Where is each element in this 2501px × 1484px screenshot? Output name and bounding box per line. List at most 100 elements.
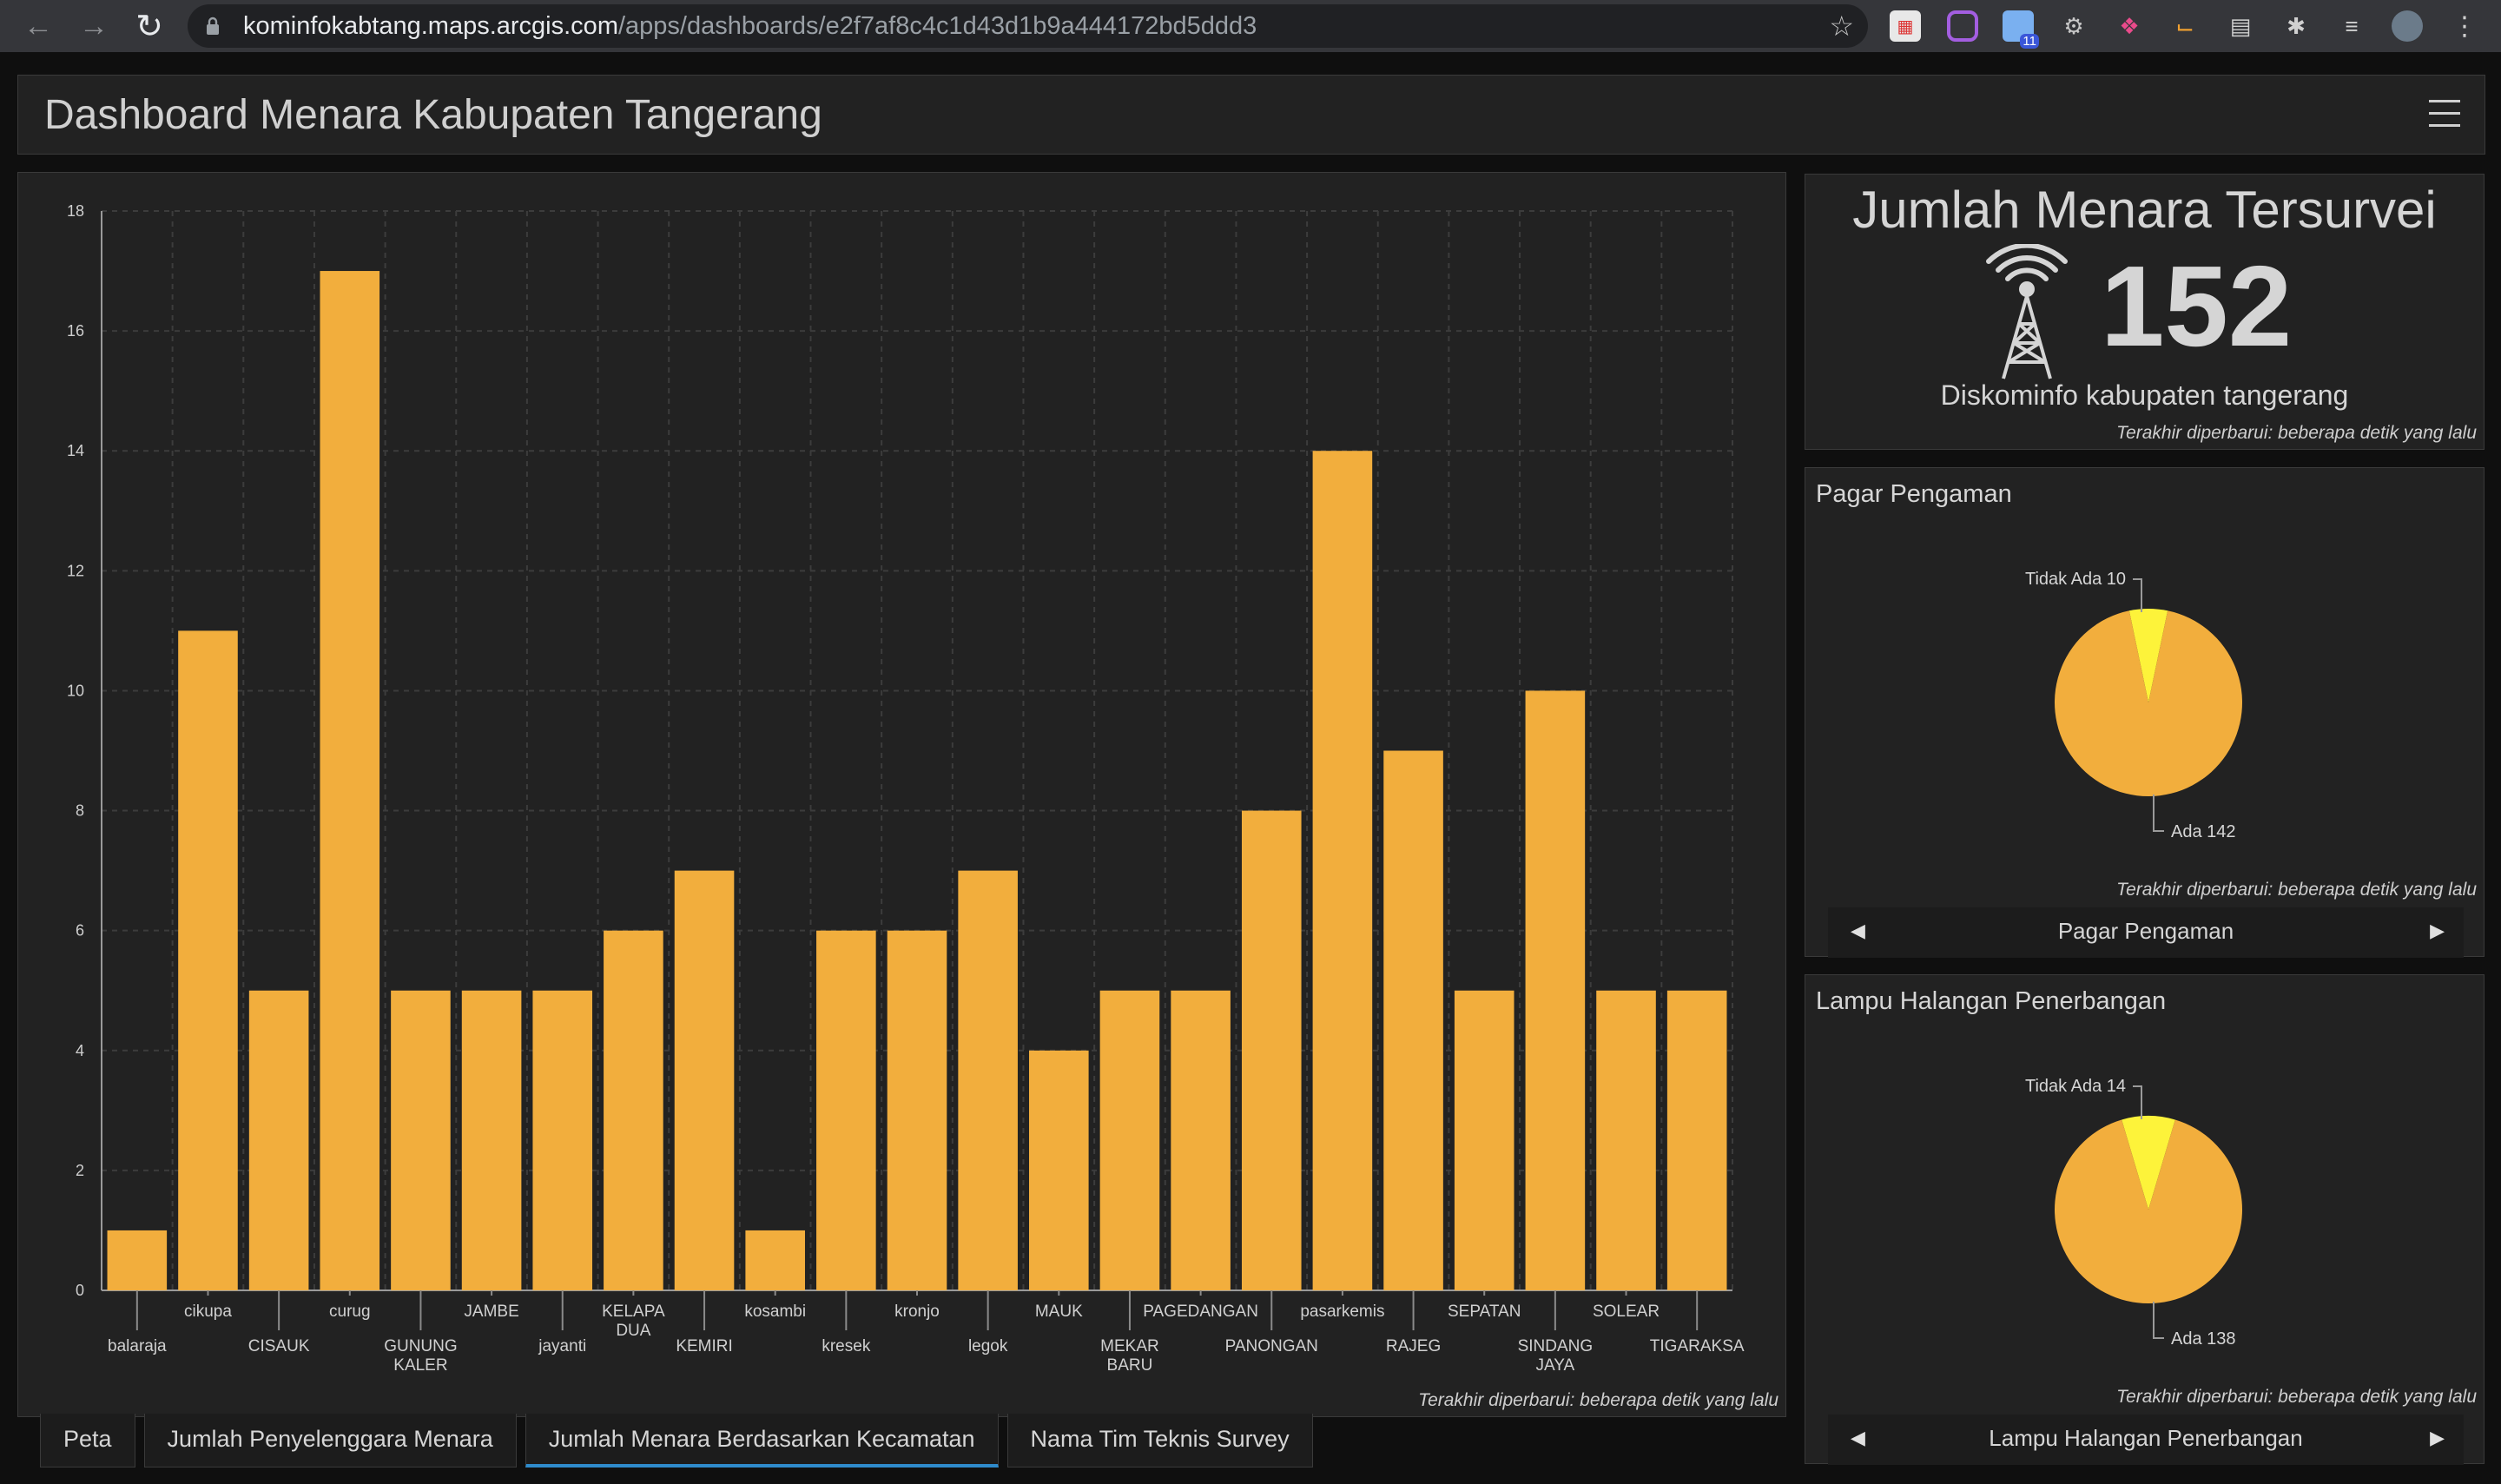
kebab-menu-icon[interactable]: ⋮ <box>2452 11 2478 41</box>
calendar-extension-icon[interactable]: ▦ <box>1890 10 1921 42</box>
pie-label-minor: Tidak Ada 14 <box>2025 1077 2126 1096</box>
next-arrow-icon[interactable]: ▶ <box>2430 920 2445 941</box>
leader-line <box>2133 578 2142 612</box>
bar <box>178 630 238 1290</box>
pie-slice <box>2128 609 2168 702</box>
extension-badge-count: 11 <box>2020 34 2039 49</box>
bar <box>958 870 1018 1290</box>
x-tick-label: MAUK <box>1035 1303 1083 1321</box>
x-tick-label: legok <box>968 1337 1008 1355</box>
address-bar[interactable]: kominfokabtang.maps.arcgis.com/apps/dash… <box>188 4 1868 48</box>
indicator-value: 152 <box>2101 242 2293 370</box>
x-tick-label: SEPATAN <box>1448 1303 1521 1321</box>
bar-chart-panel: 0 2 4 6 8 10 12 14 16 18 balaraja cikupa CISAUK curug… <box>17 172 1786 1417</box>
x-tick-label: KEMIRI <box>676 1337 732 1355</box>
indicator-subtitle: Diskominfo kabupaten tangerang <box>1940 379 2349 411</box>
next-arrow-icon[interactable]: ▶ <box>2430 1427 2445 1448</box>
x-tick-label: SINDANG JAYA <box>1518 1337 1594 1375</box>
x-tick-label: jayanti <box>538 1337 586 1355</box>
x-tick-label: MEKAR BARU <box>1100 1337 1159 1375</box>
media-control-icon[interactable]: ≡ <box>2345 12 2359 39</box>
y-tick-label: 6 <box>76 922 84 940</box>
ruler-extension-icon[interactable]: ⌙ <box>2175 12 2194 39</box>
bar <box>1666 990 1727 1290</box>
gear-extension-icon[interactable]: ⚙ <box>2063 12 2084 39</box>
x-tick-label: kosambi <box>744 1303 806 1321</box>
color-wheel-extension-icon[interactable]: ❖ <box>2119 12 2140 39</box>
tab-peta[interactable]: Peta <box>40 1414 135 1468</box>
x-tick-label: balaraja <box>108 1337 167 1355</box>
last-updated-note: Terakhir diperbarui: beberapa detik yang… <box>2116 880 2477 900</box>
tab-jumlah-menara-kecamatan[interactable]: Jumlah Menara Berdasarkan Kecamatan <box>525 1414 999 1468</box>
y-tick-label: 4 <box>76 1042 84 1059</box>
image-extension-icon[interactable]: ▤ <box>2229 12 2252 39</box>
pie-label-minor: Tidak Ada 10 <box>2025 570 2126 589</box>
pie-label-major: Ada 138 <box>2171 1329 2236 1349</box>
pie-slice <box>2055 1119 2242 1303</box>
x-tick-label: pasarkemis <box>1300 1303 1384 1321</box>
bookmark-star-icon[interactable]: ☆ <box>1829 10 1854 42</box>
x-tick-label: cikupa <box>184 1303 232 1321</box>
pie-navigator: ◀ Lampu Halangan Penerbangan ▶ <box>1828 1415 2464 1465</box>
bar <box>1383 750 1443 1290</box>
pie-panel-lampu-halangan: Lampu Halangan Penerbangan Tidak Ada 14 A… <box>1805 974 2485 1465</box>
bar <box>532 990 593 1290</box>
previous-arrow-icon[interactable]: ◀ <box>1851 920 1865 941</box>
leader-line <box>2153 795 2164 832</box>
ring-extension-icon[interactable] <box>1947 10 1978 42</box>
x-tick-label: TIGARAKSA <box>1650 1337 1745 1355</box>
tower-icon <box>1986 244 2068 379</box>
reload-icon[interactable]: ↻ <box>135 8 163 45</box>
pie-nav-label: Pagar Pengaman <box>2057 918 2234 944</box>
leader-line <box>2133 1085 2142 1119</box>
tab-nama-tim-teknis[interactable]: Nama Tim Teknis Survey <box>1006 1414 1313 1468</box>
bar <box>1312 451 1373 1290</box>
forward-icon[interactable]: → <box>79 9 109 43</box>
pie-title: Pagar Pengaman <box>1816 480 2012 508</box>
pie-title: Lampu Halangan Penerbangan <box>1816 987 2167 1015</box>
pie-slice <box>2122 1116 2175 1210</box>
page-title: Dashboard Menara Kabupaten Tangerang <box>44 92 822 138</box>
bar <box>1596 990 1656 1290</box>
bar <box>107 1230 168 1290</box>
back-icon[interactable]: ← <box>23 9 53 43</box>
hamburger-menu-icon[interactable] <box>2429 100 2460 128</box>
x-tick-label: curug <box>329 1303 371 1321</box>
extension-badge-icon[interactable]: 11 <box>2003 10 2039 49</box>
pie-label-major: Ada 142 <box>2171 822 2236 841</box>
x-tick-label: GUNUNG KALER <box>384 1337 457 1375</box>
bar <box>1099 990 1160 1290</box>
previous-arrow-icon[interactable]: ◀ <box>1851 1427 1865 1448</box>
y-tick-label: 14 <box>67 442 84 459</box>
bar <box>391 990 451 1290</box>
x-tick-label: SOLEAR <box>1593 1303 1660 1321</box>
bar <box>674 870 735 1290</box>
bar <box>745 1230 805 1290</box>
y-tick-label: 8 <box>76 802 84 820</box>
tab-jumlah-penyelenggara-menara[interactable]: Jumlah Penyelenggara Menara <box>143 1414 517 1468</box>
y-tick-label: 12 <box>67 562 84 579</box>
browser-toolbar: ← → ↻ kominfokabtang.maps.arcgis.com/app… <box>0 0 2501 52</box>
puzzle-extension-icon[interactable]: ✱ <box>2287 12 2306 39</box>
bar <box>1029 1050 1089 1290</box>
pie-chart: Tidak Ada 14 Ada 138 <box>2025 1077 2242 1349</box>
x-tick-label: KELAPA DUA <box>602 1303 665 1340</box>
last-updated-note: Terakhir diperbarui: beberapa detik yang… <box>2116 1387 2477 1407</box>
x-tick-label: kresek <box>822 1337 870 1355</box>
avatar[interactable] <box>2392 10 2423 42</box>
bar-chart: 0 2 4 6 8 10 12 14 16 18 balaraja cikupa CISAUK curug… <box>67 202 1745 1375</box>
x-tick-label: PAGEDANGAN <box>1143 1303 1258 1321</box>
pie-nav-label: Lampu Halangan Penerbangan <box>1989 1425 2303 1451</box>
dashboard-header: Dashboard Menara Kabupaten Tangerang <box>17 75 2485 155</box>
pie-slice <box>2055 610 2242 796</box>
bar <box>1171 990 1231 1290</box>
bar <box>1525 690 1586 1290</box>
url-text: kominfokabtang.maps.arcgis.com/apps/dash… <box>243 12 1257 40</box>
pie-navigator: ◀ Pagar Pengaman ▶ <box>1828 907 2464 958</box>
bar <box>1454 990 1514 1290</box>
tab-bar: Peta Jumlah Penyelenggara Menara Jumlah … <box>40 1414 1322 1468</box>
bar <box>1241 810 1302 1290</box>
bar <box>604 930 663 1290</box>
leader-line <box>2153 1302 2164 1339</box>
last-updated-note: Terakhir diperbarui: beberapa detik yang… <box>1418 1390 1778 1410</box>
